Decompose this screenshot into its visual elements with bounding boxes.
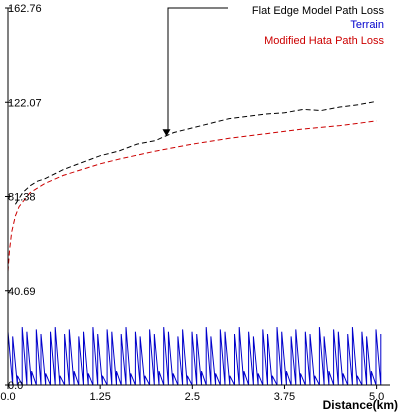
- y-tick-label: 122.07: [8, 97, 42, 109]
- x-tick-label: 1.25: [89, 391, 110, 403]
- x-tick-label: 0.0: [0, 391, 15, 403]
- x-tick-label: 5.0: [369, 391, 384, 403]
- legend-entry: Flat Edge Model Path Loss: [252, 5, 385, 17]
- legend-entry: Modified Hata Path Loss: [264, 35, 384, 47]
- legend-leader-line: [167, 7, 228, 132]
- legend: Flat Edge Model Path Loss Terrain Modified…: [162, 5, 385, 137]
- flat-edge-series-line: [14, 100, 377, 205]
- legend-entry: Terrain: [350, 19, 384, 31]
- axes-layer: 0.0 40.69 81.38 122.07 162.76 0.0 1.25 2.5 3.75 5…: [0, 3, 398, 412]
- modified-hata-series-line: [7, 120, 377, 272]
- terrain-series-line: [7, 327, 382, 386]
- series-layer: [7, 100, 382, 386]
- x-tick-label: 3.75: [274, 391, 295, 403]
- y-tick-label: 0.0: [8, 380, 23, 392]
- y-tick-label: 162.76: [8, 3, 42, 15]
- x-tick-label: 2.5: [185, 391, 200, 403]
- x-axis-title: Distance(km): [323, 398, 398, 412]
- y-tick-label: 81.38: [8, 192, 36, 204]
- legend-leader-arrow: [162, 129, 171, 137]
- y-tick-label: 40.69: [8, 286, 36, 298]
